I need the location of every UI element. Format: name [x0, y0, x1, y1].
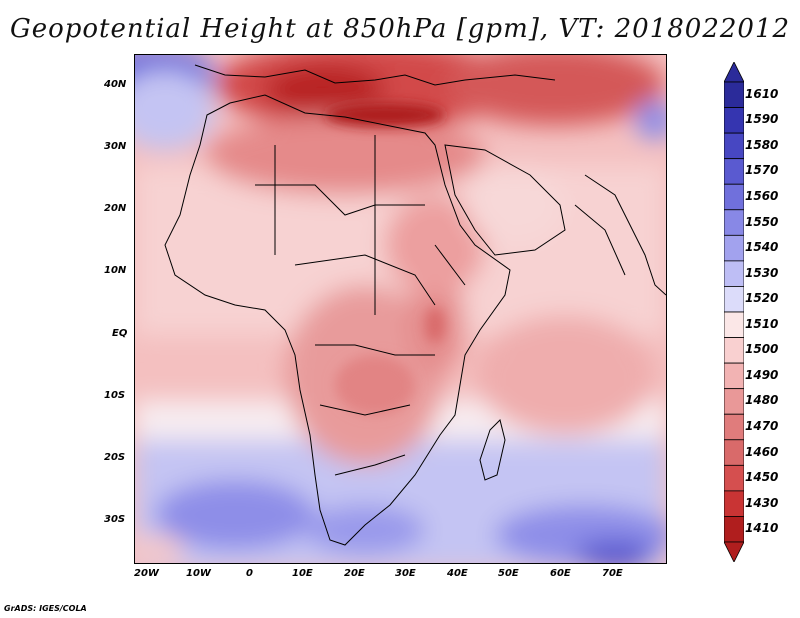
colorbar-swatch: [724, 516, 744, 543]
lat-label: 10N: [104, 265, 127, 276]
colorbar-swatch: [724, 388, 744, 415]
lat-label: 20S: [104, 452, 126, 463]
colorbar-level-label: 1540: [745, 240, 779, 255]
colorbar-level-label: 1570: [745, 163, 779, 178]
lat-label: 30S: [104, 514, 126, 525]
colorbar-level-label: 1450: [745, 470, 779, 485]
colorbar: [724, 62, 744, 562]
lon-label: 70E: [602, 568, 623, 579]
lon-label: 50E: [498, 568, 519, 579]
colorbar-level-label: 1550: [745, 214, 779, 229]
lat-label: 30N: [104, 141, 127, 152]
lon-label: 0: [246, 568, 253, 579]
colorbar-level-label: 1430: [745, 495, 779, 510]
lat-label: EQ: [112, 328, 128, 339]
colorbar-level-label: 1590: [745, 112, 779, 127]
colorbar-swatch: [724, 490, 744, 517]
height-field-detail: [325, 103, 445, 415]
coastlines: [164, 64, 666, 546]
colorbar-swatch: [724, 286, 744, 313]
colorbar-min-arrow: [724, 541, 744, 562]
lon-label: 20E: [344, 568, 365, 579]
colorbar-level-label: 1520: [745, 291, 779, 306]
lon-label: 20W: [134, 568, 159, 579]
colorbar-swatch: [724, 413, 744, 441]
lat-label: 10S: [104, 390, 126, 401]
map-panel: [134, 54, 667, 564]
lon-label: 10W: [186, 568, 211, 579]
colorbar-level-label: 1580: [745, 137, 779, 152]
lon-label: 30E: [395, 568, 416, 579]
colorbar-swatch: [724, 439, 744, 466]
colorbar-level-label: 1500: [745, 342, 779, 357]
lon-label: 10E: [292, 568, 313, 579]
colorbar-level-label: 1530: [745, 265, 779, 280]
colorbar-swatch: [724, 209, 744, 236]
map-title: Geopotential Height at 850hPa [gpm], VT:…: [9, 14, 791, 44]
contour-map: [135, 55, 666, 563]
colorbar-swatch: [724, 260, 744, 287]
colorbar-swatch: [724, 464, 744, 492]
colorbar-level-label: 1470: [745, 419, 779, 433]
lon-label: 60E: [550, 568, 571, 579]
colorbar-level-label: 1410: [745, 521, 779, 536]
colorbar-level-label: 1560: [745, 189, 779, 203]
colorbar-swatch: [724, 234, 744, 262]
colorbar-swatch: [724, 337, 744, 364]
colorbar-level-label: 1460: [745, 444, 779, 459]
colorbar-swatch: [724, 183, 744, 211]
colorbar-swatch: [724, 158, 744, 185]
lon-label: 40E: [447, 568, 468, 579]
colorbar-swatch: [724, 81, 744, 108]
colorbar-swatch: [724, 362, 744, 390]
colorbar-level-label: 1490: [745, 367, 779, 382]
colorbar-level-label: 1480: [745, 393, 779, 408]
credit-text: GrADS: IGES/COLA: [4, 604, 87, 613]
colorbar-swatch: [724, 107, 744, 134]
colorbar-swatch: [724, 311, 744, 338]
colorbar-level-label: 1510: [745, 316, 779, 331]
colorbar-level-label: 1610: [745, 86, 779, 101]
lat-label: 20N: [104, 203, 127, 214]
lat-label: 40N: [104, 79, 127, 90]
colorbar-max-arrow: [724, 62, 744, 83]
colorbar-swatch: [724, 132, 744, 160]
